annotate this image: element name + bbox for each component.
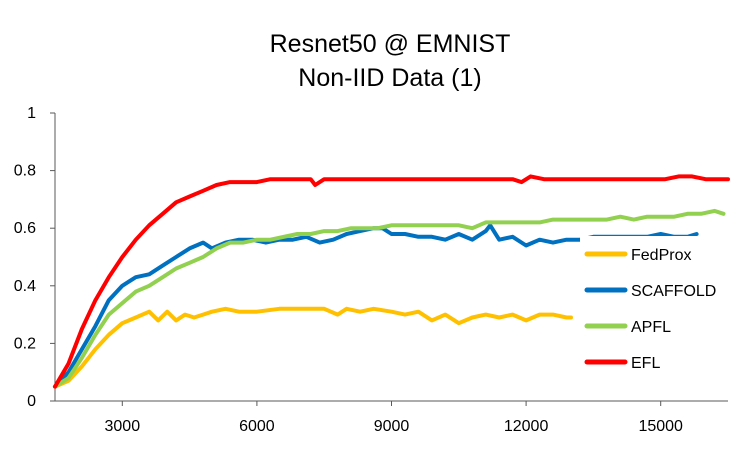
series-line-apfl bbox=[53, 208, 726, 389]
y-tick-label: 0.8 bbox=[14, 163, 36, 180]
chart-title-line-2: Non-IID Data (1) bbox=[298, 64, 481, 92]
legend-label-apfl: APFL bbox=[631, 319, 671, 336]
legend-background bbox=[580, 236, 728, 382]
y-tick-label: 0.2 bbox=[14, 335, 36, 352]
y-tick-label: 1 bbox=[27, 105, 36, 122]
x-tick-label: 15000 bbox=[638, 418, 683, 435]
x-tick-label: 12000 bbox=[504, 418, 549, 435]
x-tick-label: 9000 bbox=[374, 418, 410, 435]
y-tick-label: 0.6 bbox=[14, 220, 36, 237]
series-line-efl bbox=[53, 174, 730, 389]
x-tick-label: 3000 bbox=[105, 418, 141, 435]
x-tick-label: 6000 bbox=[239, 418, 275, 435]
chart-title-line-1: Resnet50 @ EMNIST bbox=[270, 30, 511, 58]
legend: FedProx SCAFFOLD APFL EFL bbox=[580, 236, 728, 382]
legend-label-scaffold: SCAFFOLD bbox=[631, 283, 716, 300]
series-line-fedprox bbox=[53, 306, 573, 389]
y-tick-label: 0 bbox=[27, 393, 36, 410]
legend-label-fedprox: FedProx bbox=[631, 247, 691, 264]
y-tick-label: 0.4 bbox=[14, 278, 36, 295]
legend-label-efl: EFL bbox=[631, 355, 660, 372]
